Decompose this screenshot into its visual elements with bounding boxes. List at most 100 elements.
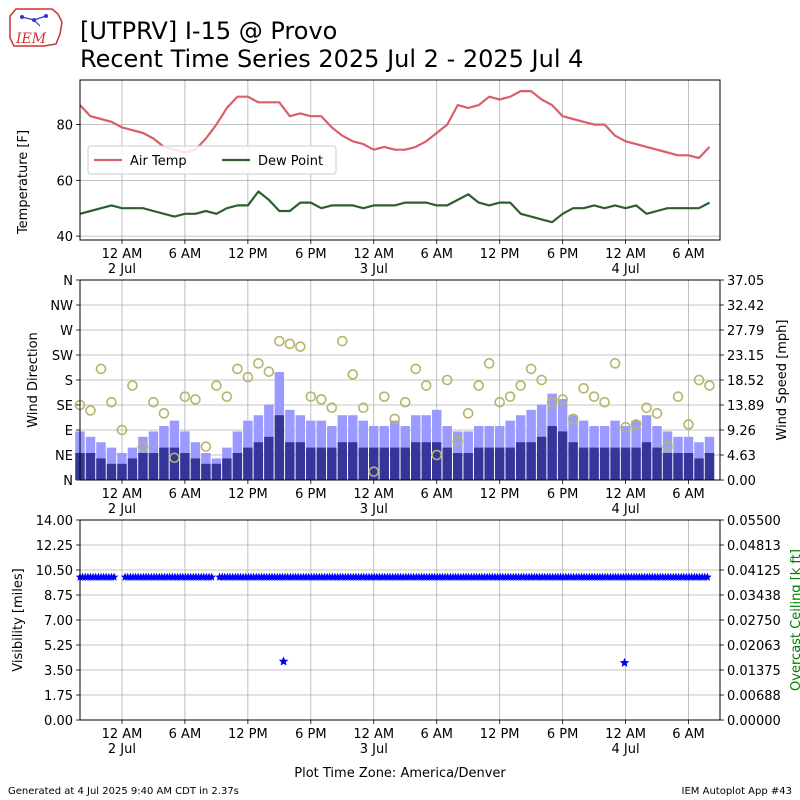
x-tick-label: 12 AM [102,247,143,262]
direction-tick-label: W [60,324,73,339]
wind-direction-point [578,383,589,394]
wind-avg-bar [473,447,484,480]
visibility-tick-label: 14.00 [36,514,73,529]
wind-direction-point [274,335,285,347]
wind-direction-point [504,391,516,402]
x-date-label: 2 Jul [108,742,136,757]
wind-avg-bar [201,463,211,480]
chart-subtitle: Recent Time Series 2025 Jul 2 - 2025 Jul… [80,45,583,73]
wind-avg-bar [285,442,295,480]
wind-avg-bar [117,463,127,480]
wind-direction-point [441,374,453,386]
wind-direction-point [148,396,159,408]
visibility-tick-label: 5.25 [44,639,73,654]
ceiling-tick-label: 0.01375 [727,664,781,679]
speed-tick-label: 37.05 [727,274,764,289]
visibility-axis-label: Visibility [miles] [11,568,26,671]
wind-direction-point [368,466,380,477]
wind-direction-point [599,396,610,408]
speed-tick-label: 0.00 [727,474,756,489]
wind-direction-point [95,363,107,375]
y-tick-label: 80 [56,119,73,134]
speed-tick-label: 32.42 [727,299,764,314]
wind-direction-point [263,366,275,377]
direction-tick-label: NE [55,449,73,464]
wind-avg-bar [641,442,652,480]
wind-avg-bar [589,447,599,480]
wind-avg-bar [610,447,620,480]
dew-point-line [79,190,711,224]
plot-frame [79,519,721,721]
visibility-point [278,656,289,666]
x-tick-label: 6 AM [169,247,202,262]
wind-avg-bar [494,447,505,480]
x-tick-label: 6 PM [295,487,326,502]
wind-speed-axis-label: Wind Speed [mph] [775,320,790,441]
plot-frame [79,279,721,481]
x-tick-label: 6 AM [420,487,453,502]
ceiling-tick-label: 0.04125 [727,564,781,579]
wind-avg-bar [180,453,190,480]
x-tick-label: 6 PM [295,727,326,742]
wind-avg-bar [306,447,316,480]
wind-direction-point [473,380,484,391]
wind-direction-point [242,371,254,383]
visibility-tick-label: 3.50 [44,664,73,679]
chart-title: [UTPRV] I-15 @ Provo [80,17,337,45]
x-tick-label: 12 AM [605,487,646,502]
wind-direction-point [567,413,579,425]
x-tick-label: 6 PM [547,247,578,262]
wind-direction-point [116,424,128,436]
wind-direction-point [399,396,411,408]
wind-direction-point [389,413,401,425]
x-tick-label: 12 AM [353,727,394,742]
y-tick-label: 60 [56,174,73,189]
direction-tick-label: SW [52,349,73,364]
visibility-point [207,572,216,581]
wind-direction-point [253,358,264,369]
x-tick-label: 12 PM [480,487,520,502]
wind-avg-bar [390,447,400,480]
x-tick-label: 12 PM [228,487,268,502]
wind-avg-bar [463,453,473,480]
x-tick-label: 6 AM [420,727,453,742]
ceiling-tick-label: 0.05500 [727,514,781,529]
wind-avg-bar [106,463,117,480]
wind-direction-point [672,391,684,402]
wind-direction-point [462,408,474,419]
wind-avg-bar [411,442,421,480]
wind-direction-point [683,419,694,430]
wind-avg-bar [683,453,694,480]
wind-direction-point [326,402,338,414]
wind-direction-point [525,363,537,375]
speed-tick-label: 23.15 [727,349,764,364]
wind-avg-bar [536,436,547,480]
wind-direction-point [693,374,705,386]
x-tick-label: 12 AM [605,727,646,742]
wind-avg-bar [316,447,327,480]
x-tick-label: 12 AM [353,487,394,502]
x-tick-label: 6 AM [672,727,705,742]
wind-direction-point [609,358,621,369]
x-date-label: 2 Jul [108,262,136,277]
speed-tick-label: 27.79 [727,324,764,339]
x-tick-label: 6 AM [420,247,453,262]
x-date-label: 3 Jul [360,742,388,757]
visibility-point [703,572,712,581]
speed-tick-label: 13.89 [727,399,764,414]
wind-avg-bar [557,431,568,480]
wind-direction-point [137,441,149,452]
wind-avg-bar [442,447,452,480]
visibility-tick-label: 8.75 [44,589,73,604]
direction-tick-label: NW [50,299,73,314]
ceiling-tick-label: 0.02063 [727,639,781,654]
ceiling-tick-label: 0.02750 [727,614,781,629]
wind-avg-bar [274,415,285,480]
wind-avg-bar [599,447,610,480]
wind-avg-bar [264,436,274,480]
wind-avg-bar [190,458,201,480]
wind-avg-bar [694,458,704,480]
wind-direction-point [85,405,96,416]
x-tick-label: 6 PM [547,487,578,502]
